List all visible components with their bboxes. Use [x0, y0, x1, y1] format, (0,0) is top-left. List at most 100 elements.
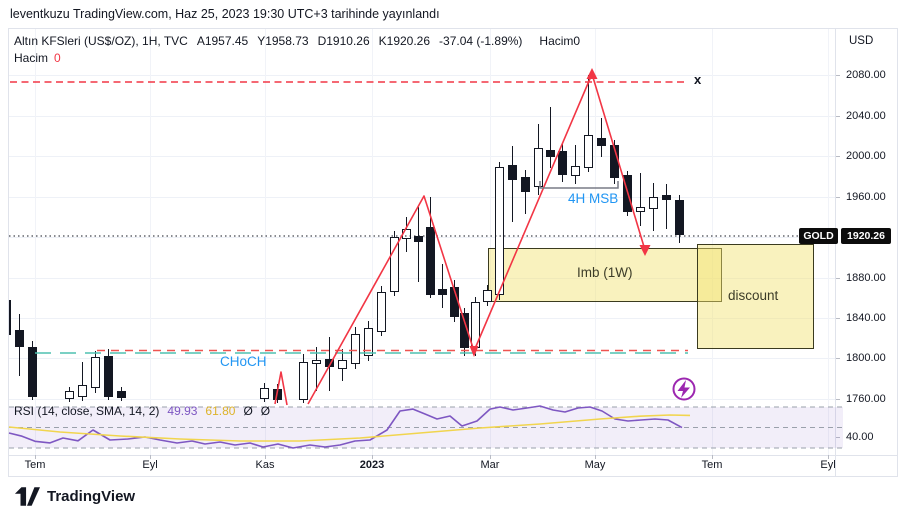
- candle-body: [104, 356, 113, 397]
- msb-label: 4H MSB: [568, 191, 619, 206]
- candle-body: [299, 362, 308, 400]
- candle-wick: [442, 264, 443, 308]
- candle-body: [675, 200, 684, 235]
- candle-wick: [512, 146, 513, 222]
- candle-body: [558, 151, 567, 175]
- price-axis-label: 2080.00: [846, 69, 886, 81]
- grid-vline: [712, 29, 713, 455]
- candle-body: [521, 177, 530, 192]
- price-axis-label: 1840.00: [846, 312, 886, 324]
- candle-body: [364, 328, 373, 356]
- price-axis-tick: [836, 116, 840, 117]
- price-axis-label: 1800.00: [846, 352, 886, 364]
- candle-body: [91, 357, 100, 388]
- candle-body: [460, 313, 469, 348]
- price-axis-label: 2000.00: [846, 150, 886, 162]
- candle-wick: [640, 173, 641, 226]
- tradingview-brand-link[interactable]: TradingView: [47, 488, 136, 505]
- time-axis-label: Tem: [701, 459, 723, 471]
- price-axis-separator: [835, 29, 836, 476]
- candle-body: [377, 292, 386, 332]
- choch-label: CHoCH: [220, 354, 267, 369]
- price-axis-tick: [836, 437, 840, 438]
- grid-vline: [150, 29, 151, 455]
- price-axis-tick: [836, 156, 840, 157]
- candle-body: [534, 148, 543, 187]
- candle-body: [402, 229, 411, 239]
- symbol-badge: GOLD: [799, 228, 838, 244]
- candle-body: [338, 360, 347, 369]
- candle-body: [584, 135, 593, 168]
- time-axis-tick: [828, 455, 829, 459]
- time-axis-tick: [150, 455, 151, 459]
- candle-body: [483, 290, 492, 302]
- candle-body: [438, 289, 447, 295]
- x-marker-label: x: [694, 72, 702, 87]
- ohlc-high: Y1958.73: [257, 34, 309, 48]
- candle-body: [623, 175, 632, 212]
- candle-wick: [575, 145, 576, 184]
- candle-body: [65, 391, 74, 399]
- time-axis-tick: [712, 455, 713, 459]
- price-axis-label: 1760.00: [846, 393, 886, 405]
- candle-body: [351, 334, 360, 364]
- volume-label: Hacim: [14, 51, 49, 65]
- imbalance-label: Imb (1W): [577, 265, 633, 280]
- time-axis-tick: [490, 455, 491, 459]
- candle-body: [636, 207, 645, 212]
- rsi-placeholder-2: Ø: [260, 404, 271, 418]
- time-axis-label: Mar: [480, 459, 500, 471]
- price-axis-tick: [836, 318, 840, 319]
- price-axis-tick: [836, 75, 840, 76]
- candle-body: [426, 227, 435, 295]
- price-axis-label: 1960.00: [846, 191, 886, 203]
- volume-value: 0: [54, 51, 61, 65]
- candle-body: [508, 165, 517, 180]
- discount-label: discount: [728, 288, 779, 303]
- price-axis-tick: [836, 358, 840, 359]
- footer: TradingView: [14, 486, 135, 507]
- symbol-legend: Altın KFSleri (US$/OZ), 1H, TVC A1957.45…: [14, 34, 580, 48]
- rsi-sma-value: 61.80: [205, 404, 236, 418]
- candle-body: [78, 385, 87, 397]
- time-axis-label: Eyl: [142, 459, 158, 471]
- rsi-indicator-legend: RSI (14, close, SMA, 14, 2) 49.93 61.80 …: [14, 404, 270, 418]
- candle-body: [9, 300, 11, 335]
- price-axis-label: 40.00: [846, 431, 874, 443]
- volume-legend: Hacim 0: [14, 51, 61, 65]
- candle-body: [312, 360, 321, 364]
- attribution-text: leventkuzu TradingView.com, Haz 25, 2023…: [10, 7, 440, 21]
- time-axis-label: 2023: [359, 459, 385, 471]
- candle-body: [390, 237, 399, 292]
- candle-wick: [666, 184, 667, 229]
- symbol-title: Altın KFSleri (US$/OZ), 1H, TVC: [14, 34, 188, 48]
- candle-body: [649, 197, 658, 209]
- candle-body: [662, 195, 671, 200]
- ohlc-close: K1920.26: [378, 34, 431, 48]
- time-axis-tick: [595, 455, 596, 459]
- candle-body: [325, 359, 334, 367]
- candle-body: [610, 145, 619, 178]
- candle-body: [471, 302, 480, 348]
- time-axis-label: Tem: [24, 459, 46, 471]
- currency-label: USD: [849, 35, 874, 47]
- candle-body: [546, 150, 555, 157]
- price-axis-tick: [836, 197, 840, 198]
- time-axis-tick: [265, 455, 266, 459]
- candle-body: [15, 330, 24, 347]
- price-axis-label: 1880.00: [846, 272, 886, 284]
- discount-box: [697, 244, 814, 349]
- ohlc-open: A1957.45: [196, 34, 249, 48]
- tradingview-logo-icon[interactable]: [14, 486, 40, 507]
- candle-wick: [550, 107, 551, 168]
- candle-body: [571, 166, 580, 176]
- last-price-badge: 1920.26: [841, 228, 891, 244]
- volume-inline: Hacim0: [539, 34, 581, 48]
- chart-widget-frame: [8, 28, 898, 477]
- candle-wick: [316, 347, 317, 391]
- rsi-value: 49.93: [167, 404, 198, 418]
- time-axis-tick: [35, 455, 36, 459]
- candle-body: [495, 167, 504, 295]
